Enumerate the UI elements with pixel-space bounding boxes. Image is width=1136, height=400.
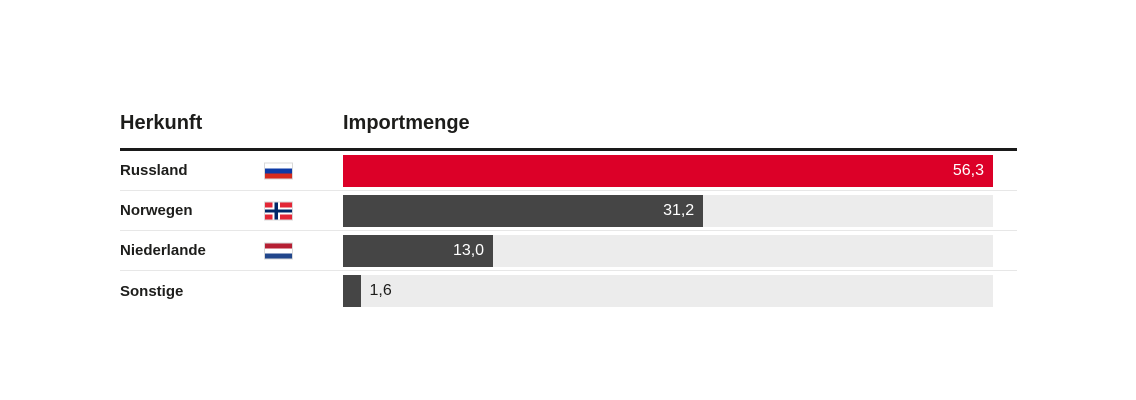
table-row-sonstige: Sonstige 1,6 [120,271,1017,311]
label-cell: Russland [120,151,343,190]
table-row-niederlande: Niederlande 13,0 [120,231,1017,271]
row-label: Norwegen [120,202,193,219]
origin-column-header: Herkunft [120,112,203,134]
import-bar-chart: Herkunft Importmenge Russland 56,3 Norwe… [120,111,1017,311]
bar-norwegen: 31,2 [343,194,704,227]
chart-header-row: Herkunft Importmenge [120,111,1017,151]
bar-value-label: 56,3 [952,161,984,179]
norway-flag-icon [264,201,293,220]
bar-value-label: 1,6 [369,282,392,299]
bar-russland: 56,3 [343,154,993,187]
table-row-norwegen: Norwegen 31,2 [120,191,1017,231]
chart-rows: Russland 56,3 Norwegen 31,2 Nied [120,151,1017,311]
amount-column-header: Importmenge [343,112,470,134]
bar-value-label: 13,0 [452,241,485,259]
bar-track: 13,0 [343,234,993,267]
bar-sonstige: 1,6 [343,275,392,307]
row-label: Niederlande [120,242,206,259]
label-cell: Norwegen [120,191,343,230]
row-label: Russland [120,162,188,179]
russia-flag-icon [264,162,293,179]
bar-track: 31,2 [343,194,993,227]
bar-niederlande: 13,0 [343,234,494,267]
bar-value-label: 31,2 [663,201,695,219]
row-label: Sonstige [120,282,184,300]
bar-track: 1,6 [343,275,993,307]
netherlands-flag-icon [264,242,293,259]
label-cell: Niederlande [120,231,343,270]
table-row-russland: Russland 56,3 [120,151,1017,191]
bar-track: 56,3 [343,154,993,187]
label-cell: Sonstige [120,271,343,311]
